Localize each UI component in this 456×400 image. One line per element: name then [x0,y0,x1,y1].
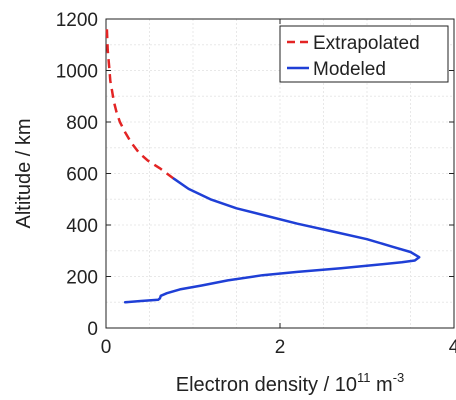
legend: Extrapolated Modeled [279,25,449,83]
y-tick-label: 400 [66,216,98,237]
x-tick-label: 0 [101,337,112,358]
x-axis-title-unit-exponent: -3 [393,370,405,385]
legend-label-modeled: Modeled [313,59,386,80]
series [105,29,421,304]
x-tick-label: 4 [449,337,456,358]
legend-box [279,25,449,83]
x-axis-title-exponent: 11 [357,370,371,385]
y-tick-label: 1200 [56,10,98,31]
x-axis-title: Electron density / 1011 m-3 [176,370,405,396]
series-line-extrapolated [105,29,175,180]
x-tick-label: 2 [275,337,286,358]
x-axis-title-unit: m [370,374,392,396]
grid [106,19,454,328]
ticks: 0 2 4 0 200 400 600 800 1000 1200 [56,10,456,358]
y-tick-label: 200 [66,268,98,289]
x-axis-title-main: Electron density / 10 [176,374,357,396]
y-axis-title: Altitude / km [13,118,35,228]
y-tick-label: 600 [66,165,98,186]
y-tick-label: 800 [66,113,98,134]
y-tick-label: 1000 [56,62,98,83]
y-tick-label: 0 [87,319,98,340]
series-line-modeled [123,177,421,304]
legend-label-extrapolated: Extrapolated [313,33,420,54]
